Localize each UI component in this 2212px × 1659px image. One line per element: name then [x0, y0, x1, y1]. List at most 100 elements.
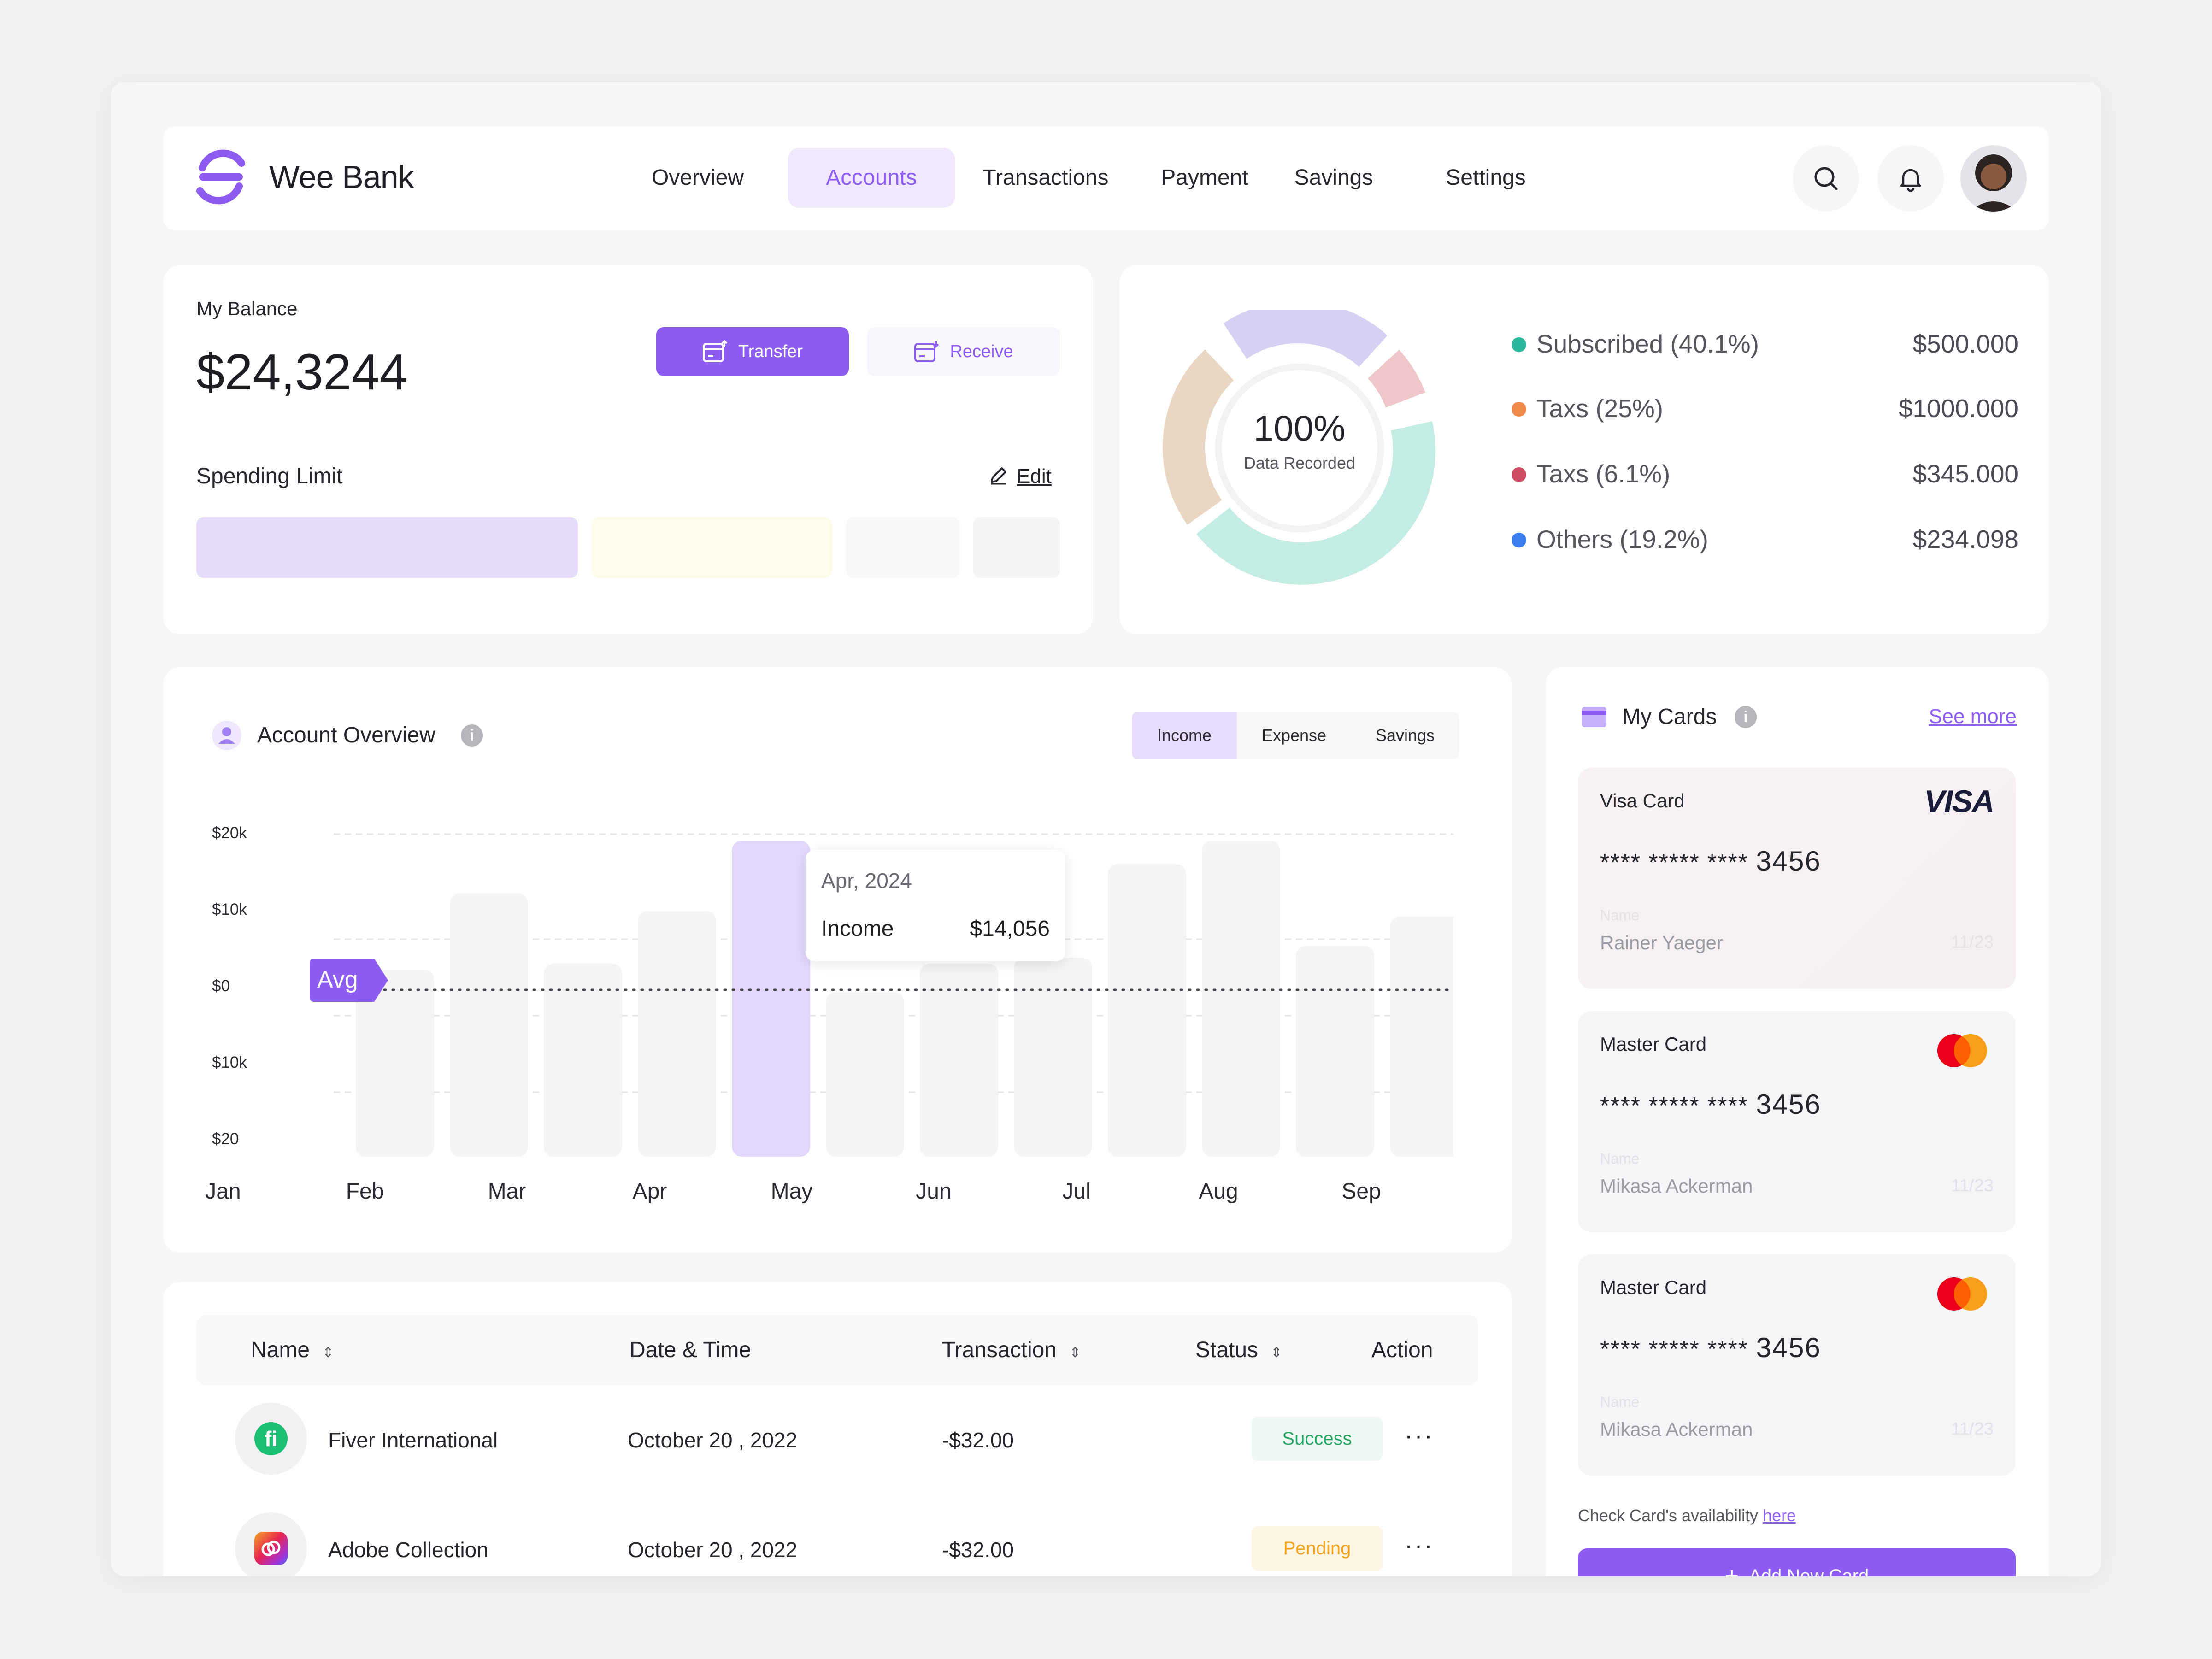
bar[interactable]: [638, 911, 716, 1157]
app-window: Wee Bank Overview Accounts Transactions …: [111, 82, 2101, 1576]
my-cards-panel: My Cards i See more Visa Card VISA **** …: [1546, 667, 2049, 1576]
status-badge: Pending: [1252, 1526, 1382, 1571]
col-name-label: Name: [251, 1338, 310, 1362]
limit-segment-4: [973, 517, 1060, 578]
avatar[interactable]: [1960, 145, 2027, 212]
master-card[interactable]: Master Card **** ***** **** 3456 Name Mi…: [1578, 1011, 2016, 1232]
info-icon[interactable]: i: [461, 724, 483, 747]
bell-icon: [1900, 169, 1921, 192]
availability-link[interactable]: here: [1763, 1506, 1796, 1525]
row-name: Fiver International: [328, 1428, 498, 1452]
add-new-card-button[interactable]: + Add New Card: [1578, 1548, 2016, 1576]
see-more-link[interactable]: See more: [1929, 705, 2017, 728]
visa-card[interactable]: Visa Card VISA **** ***** **** 3456 Name…: [1578, 768, 2016, 989]
table-row[interactable]: Adobe Collection October 20 , 2022 -$32.…: [196, 1506, 1478, 1576]
nav-settings[interactable]: Settings: [1446, 165, 1526, 190]
nav-savings[interactable]: Savings: [1294, 165, 1373, 190]
master-card[interactable]: Master Card **** ***** **** 3456 Name Mi…: [1578, 1254, 2016, 1476]
notifications-button[interactable]: [1877, 145, 1944, 212]
nav-accounts[interactable]: Accounts: [788, 148, 955, 208]
nav-payment[interactable]: Payment: [1161, 165, 1248, 190]
card-icon: [1582, 707, 1606, 727]
x-tick-label: Feb: [346, 1179, 384, 1204]
bar[interactable]: [1014, 958, 1092, 1157]
tooltip-date: Apr, 2024: [821, 869, 912, 893]
row-action-menu[interactable]: ···: [1405, 1532, 1434, 1559]
avg-badge: Avg: [310, 959, 388, 1002]
bar-highlighted[interactable]: [732, 841, 810, 1157]
toggle-expense[interactable]: Expense: [1261, 726, 1327, 745]
legend-value: $234.098: [1912, 525, 2018, 553]
legend-label: Subscribed (40.1%): [1536, 329, 1759, 358]
add-new-card-label: Add New Card: [1749, 1565, 1869, 1577]
legend-dot: [1512, 467, 1526, 482]
legend-label: Taxs (6.1%): [1536, 459, 1671, 488]
top-navbar: Wee Bank Overview Accounts Transactions …: [163, 126, 2049, 230]
bar[interactable]: [826, 992, 904, 1157]
receive-button[interactable]: Receive: [867, 327, 1060, 376]
transfer-button[interactable]: Transfer: [656, 327, 849, 376]
logo-icon[interactable]: [191, 149, 251, 205]
col-date: Date & Time: [629, 1315, 751, 1385]
brand-name[interactable]: Wee Bank: [269, 159, 414, 195]
my-cards-title: My Cards: [1622, 705, 1717, 729]
chart-tooltip: Apr, 2024 Income $14,056: [806, 850, 1065, 961]
toggle-savings[interactable]: Savings: [1375, 726, 1435, 745]
donut-center-value: 100%: [1253, 408, 1346, 448]
card-holder-label: Name: [1600, 1394, 1640, 1410]
col-status[interactable]: Status ⇕: [1195, 1315, 1282, 1385]
donut-chart: 100% Data Recorded: [1161, 300, 1438, 586]
card-title: Visa Card: [1600, 790, 1685, 812]
nav-overview[interactable]: Overview: [651, 165, 744, 190]
bar[interactable]: [544, 963, 622, 1157]
edit-label: Edit: [1017, 465, 1052, 488]
row-action-menu[interactable]: ···: [1405, 1423, 1434, 1449]
col-status-label: Status: [1195, 1338, 1259, 1362]
col-transaction[interactable]: Transaction ⇕: [942, 1315, 1081, 1385]
col-name[interactable]: Name ⇕: [251, 1315, 334, 1385]
x-tick-label: Jan: [205, 1179, 241, 1204]
spending-limit-label: Spending Limit: [196, 464, 343, 488]
balance-card: My Balance $24,3244 Transfer: [163, 265, 1093, 634]
x-tick-label: Mar: [488, 1179, 526, 1204]
col-date-label: Date & Time: [629, 1338, 752, 1362]
sort-icon: ⇕: [1271, 1345, 1282, 1360]
donut-segment-purple: [1223, 300, 1388, 367]
info-icon[interactable]: i: [1735, 706, 1757, 728]
transactions-card: Name ⇕ Date & Time Transaction ⇕ Status …: [163, 1282, 1512, 1576]
y-tick-label: $20: [212, 1130, 239, 1148]
edit-link[interactable]: Edit: [988, 465, 1052, 488]
donut-segment-mint: [1196, 421, 1435, 585]
row-date: October 20 , 2022: [628, 1428, 798, 1452]
card-last4: 3456: [1756, 1089, 1821, 1120]
bar[interactable]: [920, 963, 998, 1157]
bar[interactable]: [1202, 841, 1280, 1157]
tooltip-label: Income: [821, 917, 894, 941]
mastercard-logo-icon: [1935, 1276, 1990, 1312]
legend-label: Others (19.2%): [1536, 525, 1708, 553]
nav-transactions[interactable]: Transactions: [982, 165, 1109, 190]
card-holder: Rainer Yaeger: [1600, 932, 1723, 953]
bar[interactable]: [450, 893, 528, 1157]
bar[interactable]: [1296, 946, 1374, 1157]
legend-item: Subscribed (40.1%) $500.000: [1512, 325, 2018, 362]
table-row[interactable]: fi Fiver International October 20 , 2022…: [196, 1396, 1478, 1479]
row-amount: -$32.00: [942, 1538, 1014, 1562]
legend-dot: [1512, 402, 1526, 417]
card-number-mask: **** ***** ****: [1600, 1336, 1748, 1363]
legend-value: $500.000: [1912, 329, 2018, 358]
bar[interactable]: [1108, 864, 1186, 1157]
col-transaction-label: Transaction: [942, 1338, 1057, 1362]
search-button[interactable]: [1793, 145, 1859, 212]
y-tick-label: $0: [212, 977, 230, 995]
legend-dot: [1512, 337, 1526, 352]
bar[interactable]: [1390, 917, 1453, 1157]
legend-item: Taxs (6.1%) $345.000: [1512, 455, 2018, 492]
toggle-income[interactable]: Income: [1132, 712, 1237, 759]
legend-item: Taxs (25%) $1000.000: [1512, 390, 2018, 427]
limit-segment-1: [196, 517, 578, 578]
sort-icon: ⇕: [322, 1345, 334, 1360]
card-expiry: 11/23: [1951, 1419, 1994, 1439]
x-tick-label: Apr: [632, 1179, 667, 1204]
bar[interactable]: [356, 969, 434, 1157]
